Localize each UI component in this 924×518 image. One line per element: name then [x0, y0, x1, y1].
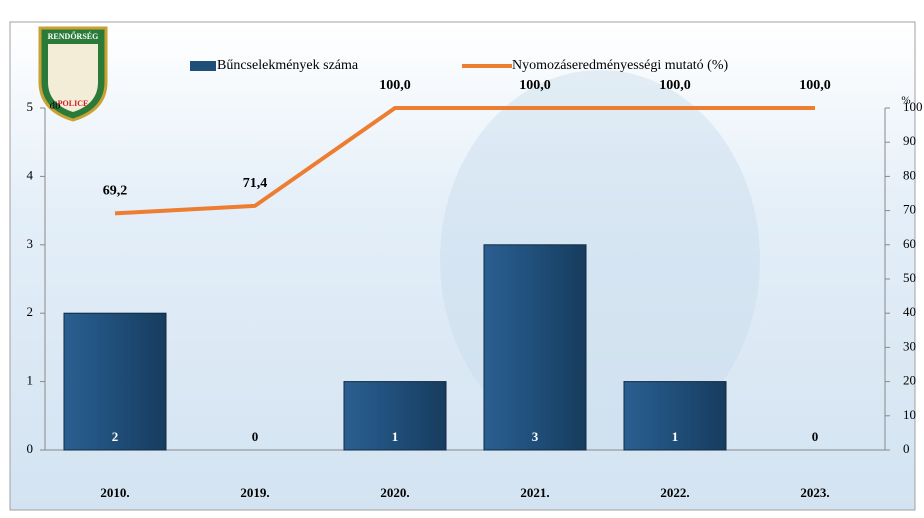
legend-label: Nyomozáseredményességi mutató (%) — [512, 58, 728, 73]
y-tick-label: 3 — [27, 236, 34, 251]
y-tick-label: 1 — [27, 373, 34, 388]
y2-tick-label: 20 — [903, 373, 916, 388]
bar-value-label: 1 — [672, 429, 679, 444]
bar-value-label: 2 — [112, 429, 119, 444]
y2-tick-label: 10 — [903, 407, 916, 422]
y2-tick-label: 30 — [903, 338, 916, 353]
chart: RENDŐRSÉG POLICE Bűncselekmények száma N… — [0, 0, 924, 513]
logo-top-text: RENDŐRSÉG — [48, 31, 99, 41]
logo-bottom-text: POLICE — [58, 99, 89, 108]
line-value-label: 100,0 — [659, 78, 691, 93]
bar — [484, 245, 586, 450]
x-tick-label: 2020. — [380, 485, 409, 500]
line-value-label: 100,0 — [799, 78, 831, 93]
y-axis-label: db — [50, 100, 62, 112]
y-tick-label: 0 — [27, 441, 34, 456]
y2-tick-label: 40 — [903, 304, 916, 319]
y2-tick-label: 70 — [903, 202, 916, 217]
bar-value-label: 1 — [392, 429, 399, 444]
x-tick-label: 2019. — [240, 485, 269, 500]
legend-label: Bűncselekmények száma — [217, 58, 359, 73]
y2-tick-label: 90 — [903, 133, 916, 148]
y2-tick-label: 0 — [903, 441, 910, 456]
x-tick-label: 2010. — [100, 485, 129, 500]
bar-value-label: 0 — [812, 429, 819, 444]
y-tick-label: 4 — [27, 167, 34, 182]
line-value-label: 100,0 — [379, 78, 411, 93]
page: RENDŐRSÉG POLICE Bűncselekmények száma N… — [0, 0, 924, 518]
y2-tick-label: 60 — [903, 236, 916, 251]
line-value-label: 100,0 — [519, 78, 551, 93]
bar-value-label: 0 — [252, 429, 259, 444]
legend-swatch — [190, 61, 216, 71]
line-value-label: 71,4 — [243, 176, 268, 191]
y2-tick-label: 50 — [903, 270, 916, 285]
x-tick-label: 2023. — [800, 485, 829, 500]
bar-value-label: 3 — [532, 429, 539, 444]
y-tick-label: 5 — [27, 99, 34, 114]
y2-tick-label: 80 — [903, 167, 916, 182]
line-value-label: 69,2 — [103, 184, 128, 199]
x-tick-label: 2021. — [520, 485, 549, 500]
y-tick-label: 2 — [27, 304, 34, 319]
x-tick-label: 2022. — [660, 485, 689, 500]
y2-tick-label: 100 — [903, 99, 923, 114]
